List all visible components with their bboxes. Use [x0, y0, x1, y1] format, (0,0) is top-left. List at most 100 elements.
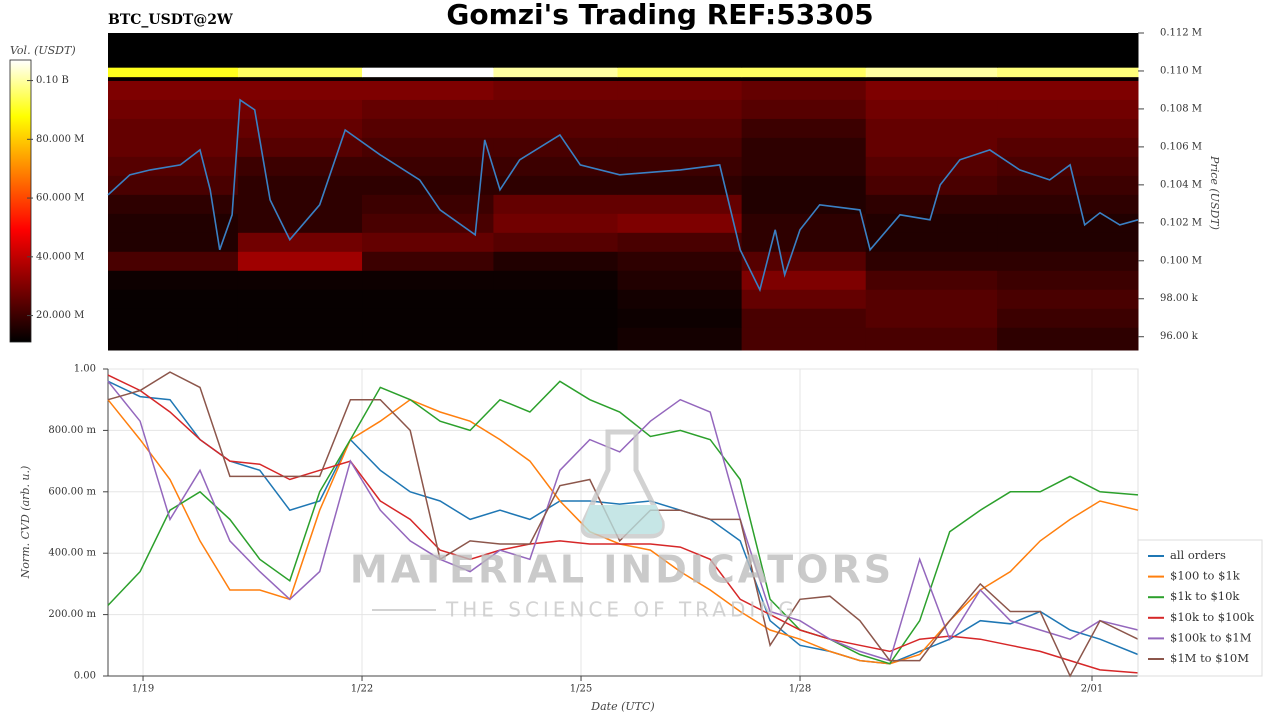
heat-cell [997, 289, 1139, 309]
heat-cell [865, 33, 998, 68]
heat-cell [997, 232, 1139, 252]
heat-cell [362, 194, 494, 214]
heat-cell [997, 175, 1139, 195]
heat-cell [237, 156, 363, 176]
heat-cell [865, 118, 998, 138]
legend-label: $1k to $10k [1170, 589, 1240, 603]
heat-cell [741, 67, 867, 78]
heat-cell [741, 213, 867, 233]
y-tick-label: 800.00 m [48, 425, 96, 436]
price-tick-label: 0.100 M [1160, 255, 1202, 266]
colorbar-tick-label: 60.000 M [36, 193, 84, 204]
heat-cell [362, 76, 494, 81]
heat-cell [865, 99, 998, 119]
heat-cell [997, 137, 1139, 157]
heat-cell [617, 289, 743, 309]
heat-cell [108, 194, 239, 214]
heat-cell [493, 289, 619, 309]
y-tick-label: 0.00 [74, 671, 96, 682]
heat-cell [741, 118, 867, 138]
heat-cell [493, 137, 619, 157]
heat-cell [237, 118, 363, 138]
heat-cell [362, 232, 494, 252]
heat-cell [362, 270, 494, 290]
heat-cell [741, 232, 867, 252]
heat-cell [108, 80, 239, 100]
heat-cell [493, 308, 619, 328]
heat-cell [997, 327, 1139, 351]
legend-label: $100k to $1M [1170, 630, 1252, 644]
heat-cell [865, 80, 998, 100]
heat-cell [237, 289, 363, 309]
heat-cell [237, 251, 363, 271]
heat-cell [108, 251, 239, 271]
heat-cell [865, 289, 998, 309]
heat-cell [617, 213, 743, 233]
x-tick-label: 1/19 [132, 684, 154, 695]
heat-cell [362, 137, 494, 157]
legend: all orders $100 to $1k $1k to $10k $10k to … [1137, 539, 1263, 677]
legend-label: $10k to $100k [1170, 610, 1255, 624]
price-tick-label: 98.00 k [1160, 293, 1199, 304]
symbol-label: BTC_USDT@2W [108, 12, 233, 28]
heat-cell [493, 251, 619, 271]
x-tick-label: 1/28 [789, 684, 811, 695]
heat-cell [493, 327, 619, 351]
heat-cell [108, 308, 239, 328]
heat-cell [237, 213, 363, 233]
heat-cell [741, 137, 867, 157]
heat-cell [362, 213, 494, 233]
heat-cell [362, 251, 494, 271]
heat-cell [493, 67, 619, 78]
heat-cell [741, 270, 867, 290]
heat-cell [997, 213, 1139, 233]
heat-cell [865, 213, 998, 233]
heat-cell [493, 213, 619, 233]
y-tick-label: 400.00 m [48, 548, 96, 559]
heat-cell [865, 270, 998, 290]
watermark-text: MATERIAL INDICATORS [350, 548, 894, 592]
heat-cell [362, 156, 494, 176]
heat-cell [362, 80, 494, 100]
heat-cell [237, 232, 363, 252]
heat-cell [237, 327, 363, 351]
heat-cell [617, 175, 743, 195]
heat-cell [108, 327, 239, 351]
heat-cell [997, 270, 1139, 290]
legend-label: $1M to $10M [1170, 651, 1249, 665]
heat-cell [493, 175, 619, 195]
heat-cell [997, 194, 1139, 214]
heat-cell [617, 67, 743, 78]
heat-cell [362, 33, 494, 68]
y-tick-label: 600.00 m [48, 486, 96, 497]
heat-cell [237, 99, 363, 119]
heat-cell [997, 99, 1139, 119]
heat-cell [865, 194, 998, 214]
heat-cell [865, 156, 998, 176]
heat-cell [362, 289, 494, 309]
heat-cell [741, 194, 867, 214]
heat-cell [741, 80, 867, 100]
heat-cell [741, 76, 867, 81]
heat-cell [997, 251, 1139, 271]
heat-cell [617, 99, 743, 119]
cvd-line [107, 371, 1139, 678]
heat-cell [865, 232, 998, 252]
price-axis-title: Price (USDT) [1208, 155, 1221, 230]
heat-cell [493, 118, 619, 138]
price-tick-label: 0.112 M [1160, 28, 1202, 39]
x-tick-label: 2/01 [1081, 684, 1103, 695]
price-tick-label: 0.108 M [1160, 103, 1202, 114]
heat-cell [493, 76, 619, 81]
heat-cell [362, 308, 494, 328]
heat-cell [617, 308, 743, 328]
heat-cell [237, 76, 363, 81]
price-tick-label: 0.106 M [1160, 141, 1202, 152]
y-tick-label: 200.00 m [48, 609, 96, 620]
heat-cell [865, 308, 998, 328]
heat-cell [865, 76, 998, 81]
heat-cell [362, 118, 494, 138]
heat-cell [741, 156, 867, 176]
heat-cell [362, 175, 494, 195]
heat-cell [997, 118, 1139, 138]
